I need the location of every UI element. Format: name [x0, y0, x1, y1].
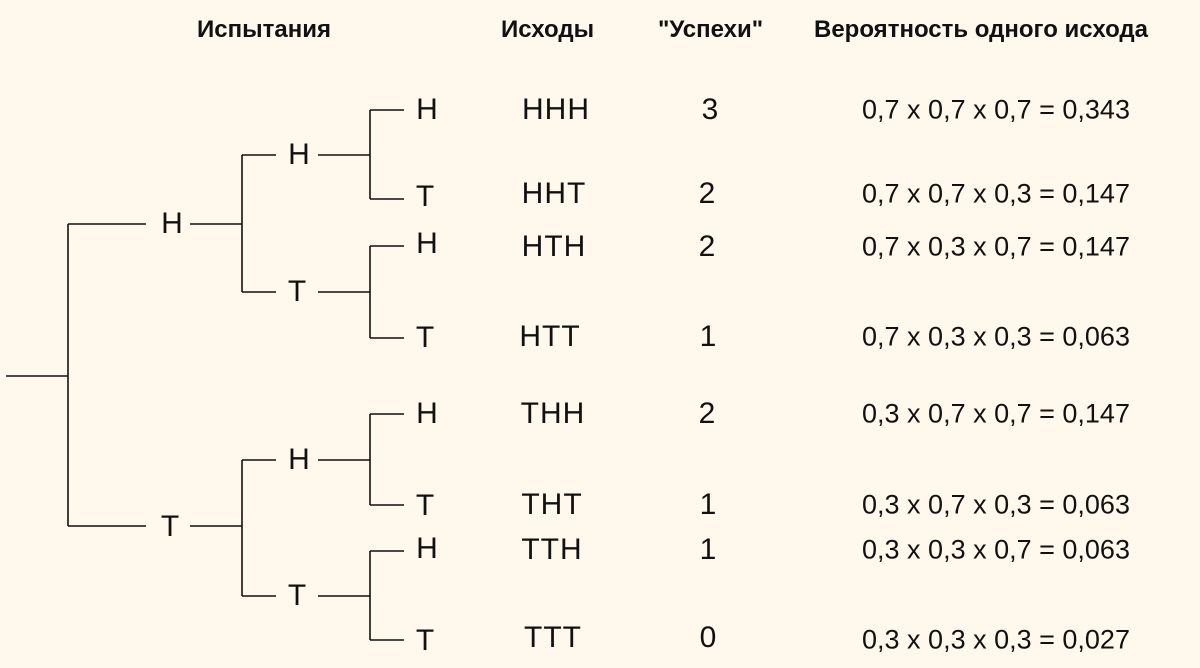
- outcome-cell: НТН: [521, 230, 587, 263]
- node-l2-TH: Н: [288, 443, 310, 476]
- header-successes: "Успехи": [658, 16, 764, 43]
- successes-cell: 0: [699, 621, 717, 654]
- node-l3-TTH: Н: [416, 532, 438, 565]
- probability-cell: 0,3 х 0,7 х 0,7 = 0,147: [862, 398, 1130, 429]
- probability-cell: 0,7 х 0,3 х 0,7 = 0,147: [862, 231, 1130, 262]
- probability-cell: 0,3 х 0,3 х 0,7 = 0,063: [862, 534, 1130, 565]
- header-outcomes: Исходы: [501, 16, 595, 43]
- successes-cell: 1: [699, 533, 717, 566]
- outcome-cell: ННТ: [521, 177, 587, 210]
- successes-cell: 1: [699, 320, 717, 353]
- probability-cell: 0,7 х 0,7 х 0,3 = 0,147: [862, 178, 1130, 209]
- successes-cell: 2: [698, 397, 716, 430]
- outcome-cell: ННН: [522, 93, 590, 126]
- outcome-cell: ТНТ: [521, 488, 583, 521]
- node-l1-H: Н: [161, 207, 183, 240]
- successes-cell: 2: [698, 177, 716, 210]
- probability-cell: 0,7 х 0,7 х 0,7 = 0,343: [862, 94, 1130, 125]
- successes-cell: 1: [699, 488, 717, 521]
- node-l2-HH: Н: [288, 138, 310, 171]
- outcome-cell: ТТН: [521, 533, 583, 566]
- node-l3-THT: Т: [415, 489, 435, 522]
- header-trials: Испытания: [197, 16, 331, 43]
- node-l1-T: Т: [160, 510, 180, 543]
- outcome-cell: ТНН: [520, 397, 586, 430]
- probability-cell: 0,3 х 0,3 х 0,3 = 0,027: [862, 624, 1130, 655]
- outcome-cell: НТТ: [519, 320, 581, 353]
- successes-cell: 2: [698, 230, 716, 263]
- probability-cell: 0,3 х 0,7 х 0,3 = 0,063: [862, 489, 1130, 520]
- node-l2-TT: Т: [287, 579, 307, 612]
- node-l2-HT: Т: [287, 275, 307, 308]
- probability-cell: 0,7 х 0,3 х 0,3 = 0,063: [862, 321, 1130, 352]
- header-probability: Вероятность одного исхода: [814, 16, 1149, 43]
- node-l3-TTT: Т: [415, 624, 435, 657]
- successes-cell: 3: [701, 93, 719, 126]
- node-l3-HHT: Т: [415, 180, 435, 213]
- node-l3-HTH: Н: [416, 227, 438, 260]
- node-l3-HTT: Т: [415, 321, 435, 354]
- node-l3-THH: Н: [416, 397, 438, 430]
- node-l3-HHH: Н: [416, 93, 438, 126]
- outcome-cell: ТТТ: [524, 621, 582, 654]
